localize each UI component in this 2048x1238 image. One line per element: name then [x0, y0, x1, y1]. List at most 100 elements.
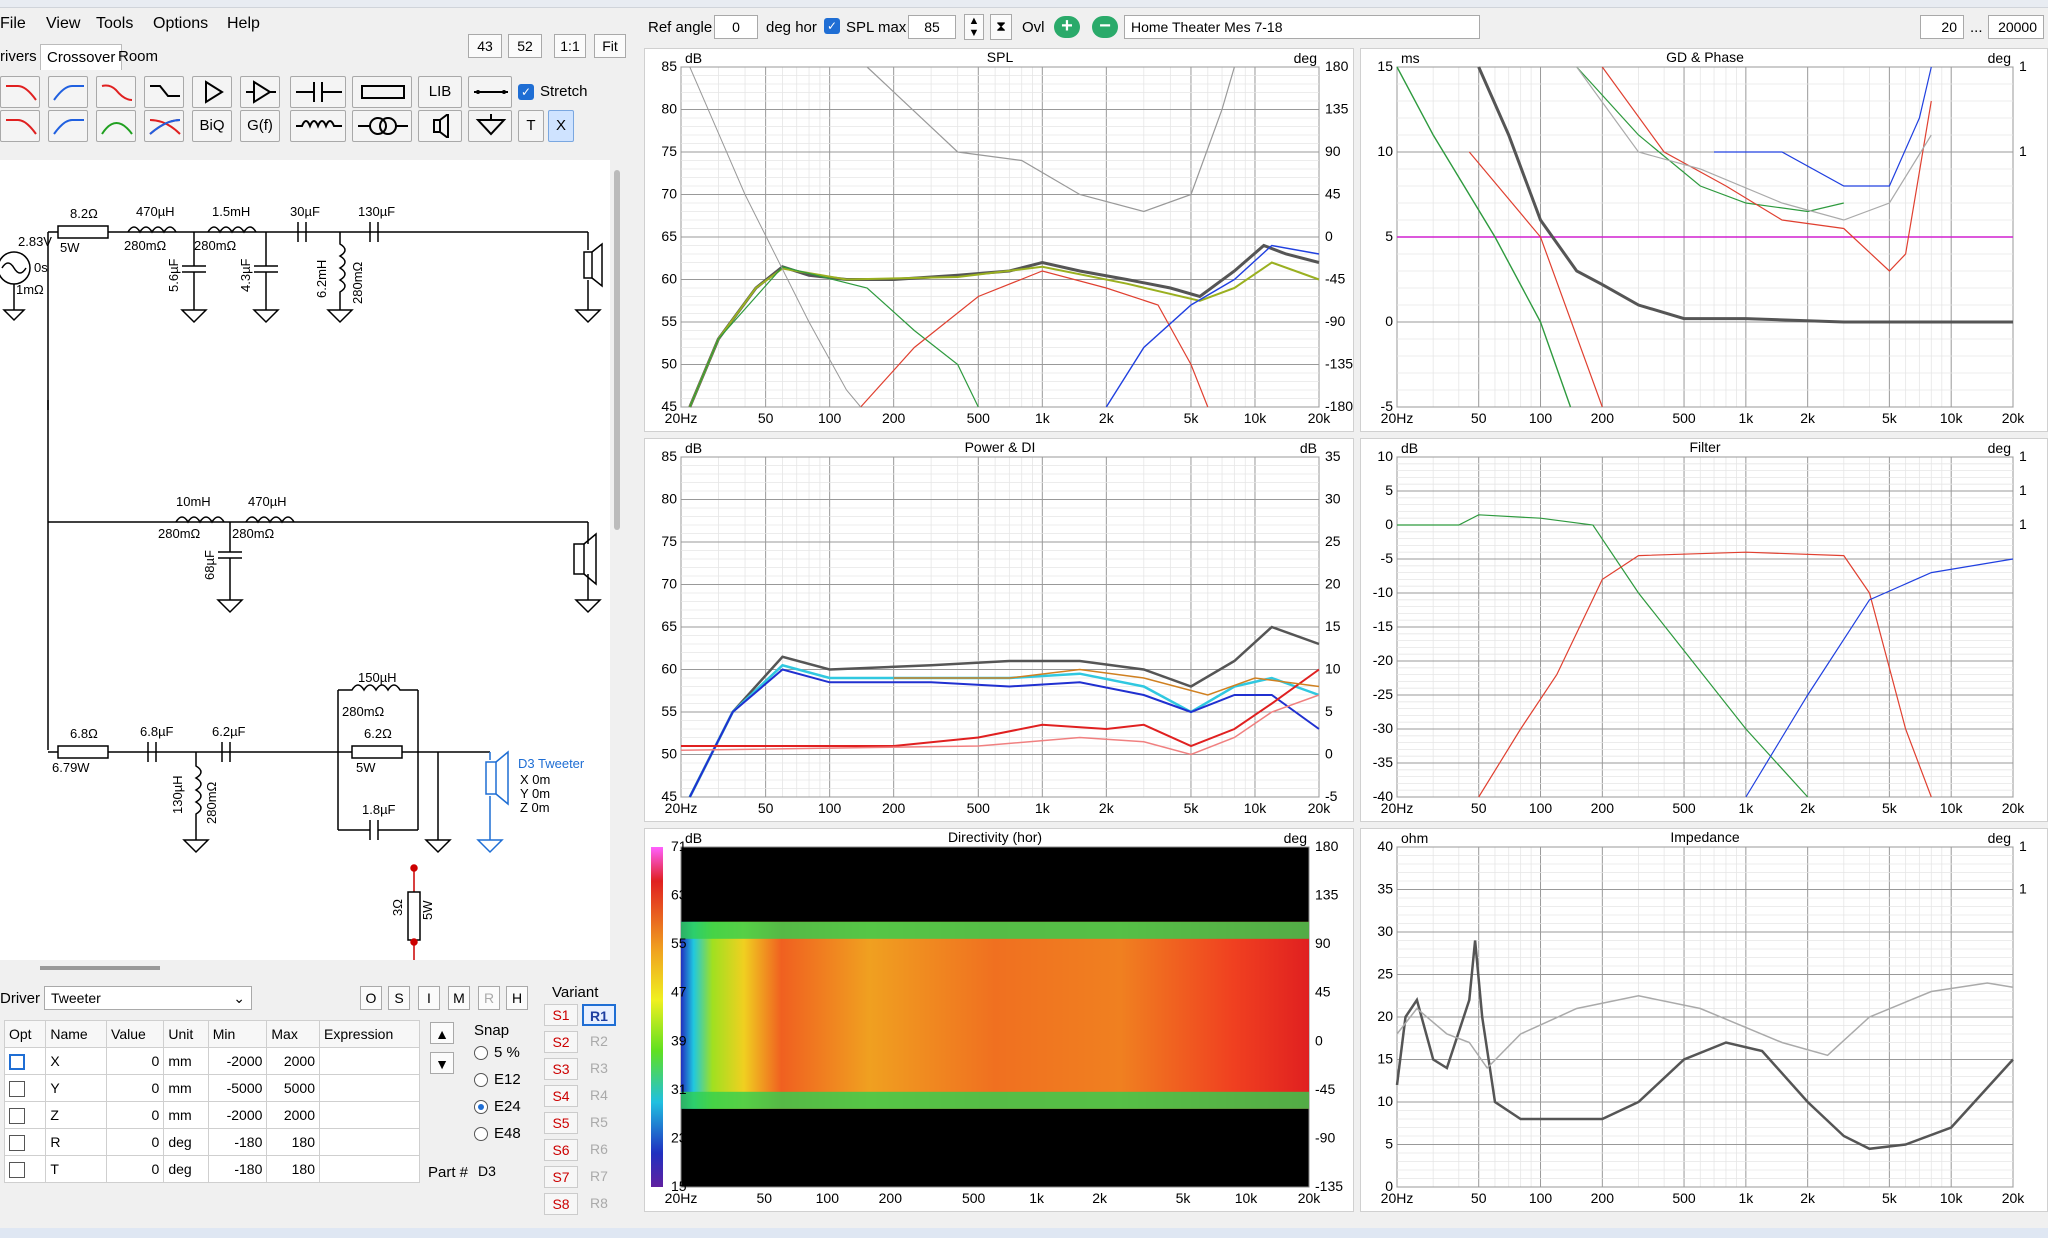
- row-max[interactable]: 180: [266, 1155, 320, 1183]
- opt-checkbox[interactable]: [9, 1080, 25, 1097]
- row-expression[interactable]: [319, 1101, 420, 1129]
- move-down-button[interactable]: ▼: [430, 1052, 454, 1074]
- row-expression[interactable]: [319, 1128, 420, 1156]
- stretch-checkbox[interactable]: ✓: [518, 84, 534, 100]
- move-up-button[interactable]: ▲: [430, 1022, 454, 1044]
- row-min[interactable]: -5000: [207, 1074, 268, 1102]
- schematic-scrollbar[interactable]: [614, 170, 620, 530]
- variant-r3-button[interactable]: R3: [590, 1060, 608, 1076]
- variant-s1-button[interactable]: S1: [544, 1004, 578, 1026]
- lowpass1-button[interactable]: [0, 76, 40, 108]
- row-value[interactable]: 0: [106, 1047, 165, 1075]
- opt-checkbox[interactable]: [9, 1161, 25, 1178]
- ground-button[interactable]: [468, 110, 512, 142]
- amp-button[interactable]: [192, 76, 232, 108]
- bandpass-button[interactable]: [96, 110, 136, 142]
- menu-file[interactable]: File: [0, 15, 26, 32]
- zoom-fit-button[interactable]: Fit: [594, 34, 626, 58]
- highpass-step-button[interactable]: [48, 110, 88, 142]
- variant-r5-button[interactable]: R5: [590, 1114, 608, 1130]
- table-row[interactable]: T 0 deg -180 180: [3, 1155, 420, 1183]
- snap-e12[interactable]: E12: [474, 1071, 521, 1088]
- row-expression[interactable]: [319, 1074, 420, 1102]
- gf-button[interactable]: G(f): [240, 110, 280, 142]
- zoom-43-button[interactable]: 43: [468, 34, 502, 58]
- s-button[interactable]: S: [388, 986, 410, 1010]
- row-expression[interactable]: [319, 1155, 420, 1183]
- capacitor-button[interactable]: [290, 76, 346, 108]
- freq-high-input[interactable]: 20000: [1988, 15, 2044, 39]
- i-button[interactable]: I: [418, 986, 440, 1010]
- row-min[interactable]: -180: [207, 1155, 268, 1183]
- resistor-button[interactable]: [352, 76, 412, 108]
- tab-room[interactable]: Room: [118, 48, 159, 65]
- row-value[interactable]: 0: [106, 1155, 165, 1183]
- row-max[interactable]: 2000: [266, 1101, 320, 1129]
- driver-select[interactable]: Tweeter ⌄: [44, 986, 252, 1010]
- notch-button[interactable]: [144, 76, 184, 108]
- variant-s8-button[interactable]: S8: [544, 1193, 578, 1215]
- part-number-field[interactable]: D3: [478, 1163, 496, 1179]
- menu-tools[interactable]: Tools: [96, 15, 134, 32]
- menu-help[interactable]: Help: [227, 15, 260, 32]
- remove-overlay-icon[interactable]: −: [1092, 16, 1118, 38]
- snap-e24[interactable]: E24: [474, 1098, 521, 1115]
- spl-max-checkbox[interactable]: ✓: [824, 18, 840, 34]
- lowpass-step-button[interactable]: [0, 110, 40, 142]
- t-button[interactable]: T: [518, 110, 544, 142]
- row-min[interactable]: -2000: [207, 1047, 268, 1075]
- table-row[interactable]: Z 0 mm -2000 2000: [3, 1101, 420, 1129]
- lowpass2-button[interactable]: [96, 76, 136, 108]
- variant-s2-button[interactable]: S2: [544, 1031, 578, 1053]
- zoom-1to1-button[interactable]: 1:1: [554, 34, 586, 58]
- opt-checkbox[interactable]: [9, 1053, 25, 1070]
- row-min[interactable]: -180: [207, 1128, 268, 1156]
- freq-low-input[interactable]: 20: [1920, 15, 1964, 39]
- variant-r4-button[interactable]: R4: [590, 1087, 608, 1103]
- row-value[interactable]: 0: [106, 1128, 165, 1156]
- opt-checkbox[interactable]: [9, 1107, 25, 1124]
- variant-s3-button[interactable]: S3: [544, 1058, 578, 1080]
- spl-spinner[interactable]: ▲ ▼: [964, 14, 984, 40]
- row-value[interactable]: 0: [106, 1074, 165, 1102]
- row-max[interactable]: 2000: [266, 1047, 320, 1075]
- table-row[interactable]: R 0 deg -180 180: [3, 1128, 420, 1156]
- table-row[interactable]: X 0 mm -2000 2000: [3, 1047, 420, 1075]
- driver-button[interactable]: [418, 110, 462, 142]
- menu-view[interactable]: View: [46, 15, 81, 32]
- inductor-button[interactable]: [290, 110, 346, 142]
- menu-options[interactable]: Options: [153, 15, 209, 32]
- library-button[interactable]: LIB: [418, 76, 462, 108]
- h-button[interactable]: H: [506, 986, 528, 1010]
- row-max[interactable]: 5000: [266, 1074, 320, 1102]
- schematic-canvas[interactable]: 8.2Ω 5W 470µH 280mΩ 1.5mH 280mΩ 30µF 130…: [0, 160, 610, 960]
- snap-5pct[interactable]: 5 %: [474, 1044, 520, 1061]
- variant-r8-button[interactable]: R8: [590, 1195, 608, 1211]
- measurement-name[interactable]: Home Theater Mes 7-18: [1124, 15, 1480, 39]
- collapse-icon[interactable]: ⧗: [990, 14, 1012, 40]
- wire-button[interactable]: [468, 76, 512, 108]
- transformer-button[interactable]: [352, 110, 412, 142]
- row-max[interactable]: 180: [266, 1128, 320, 1156]
- ref-angle-input[interactable]: 0: [714, 15, 758, 39]
- variant-r7-button[interactable]: R7: [590, 1168, 608, 1184]
- spl-max-input[interactable]: 85: [908, 15, 956, 39]
- highpass1-button[interactable]: [48, 76, 88, 108]
- buffer-button[interactable]: [240, 76, 280, 108]
- tab-drivers[interactable]: rivers: [0, 48, 37, 65]
- row-value[interactable]: 0: [106, 1101, 165, 1129]
- row-min[interactable]: -2000: [207, 1101, 268, 1129]
- variant-s5-button[interactable]: S5: [544, 1112, 578, 1134]
- variant-r2-button[interactable]: R2: [590, 1033, 608, 1049]
- row-expression[interactable]: [319, 1047, 420, 1075]
- variant-r1-button[interactable]: R1: [582, 1004, 616, 1026]
- variant-s6-button[interactable]: S6: [544, 1139, 578, 1161]
- snap-e48[interactable]: E48: [474, 1125, 521, 1142]
- variant-s7-button[interactable]: S7: [544, 1166, 578, 1188]
- o-button[interactable]: O: [360, 986, 382, 1010]
- zoom-52-button[interactable]: 52: [508, 34, 542, 58]
